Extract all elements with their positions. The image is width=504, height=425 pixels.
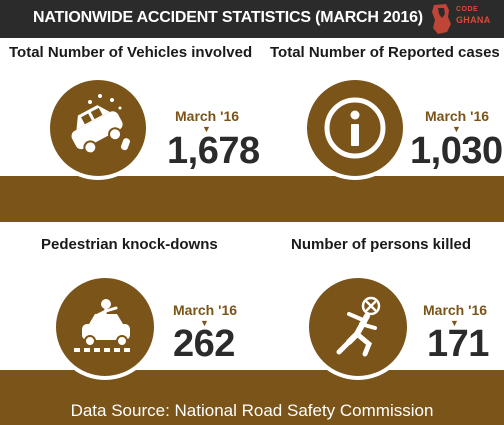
page-title: NATIONWIDE ACCIDENT STATISTICS (MARCH 20… (33, 9, 423, 26)
pedestrian-value: 262 (173, 323, 235, 365)
vehicles-month: March '16 (175, 108, 240, 124)
car-crash-icon (71, 94, 130, 155)
pedestrian-month: March '16 (173, 302, 238, 318)
pedestrian-title: Pedestrian knock-downs (41, 236, 218, 253)
code-ghana-logo: CODE GHANA (430, 2, 500, 36)
brown-band-top (0, 176, 504, 222)
footer-band (0, 370, 504, 425)
reported-cases-title: Total Number of Reported cases (270, 44, 500, 61)
info-icon (324, 97, 386, 159)
persons-killed-month: March '16 (423, 302, 488, 318)
reported-cases-icon-circle (303, 76, 407, 180)
vehicles-value: 1,678 (167, 130, 260, 172)
reported-cases-value: 1,030 (410, 130, 503, 172)
persons-killed-caret-icon: ▼ (450, 318, 459, 328)
persons-killed-value: 171 (427, 323, 489, 365)
vehicles-title: Total Number of Vehicles involved (9, 44, 253, 61)
pedestrian-knockdown-icon (74, 299, 130, 352)
reported-cases-month: March '16 (425, 108, 490, 124)
pedestrian-icon-circle (52, 274, 158, 380)
vehicles-caret-icon: ▼ (202, 124, 211, 134)
vehicles-icon-circle (46, 76, 150, 180)
ghana-map-icon (432, 4, 451, 34)
header-bar: NATIONWIDE ACCIDENT STATISTICS (MARCH 20… (0, 0, 504, 38)
reported-cases-caret-icon: ▼ (452, 124, 461, 134)
persons-killed-icon-circle (305, 274, 411, 380)
logo-top-text: CODE (456, 6, 479, 13)
pedestrian-caret-icon: ▼ (200, 318, 209, 328)
falling-person-icon (336, 296, 381, 357)
persons-killed-title: Number of persons killed (291, 236, 472, 253)
data-source-text: Data Source: National Road Safety Commis… (70, 401, 434, 420)
logo-bottom-text: GHANA (456, 15, 491, 25)
